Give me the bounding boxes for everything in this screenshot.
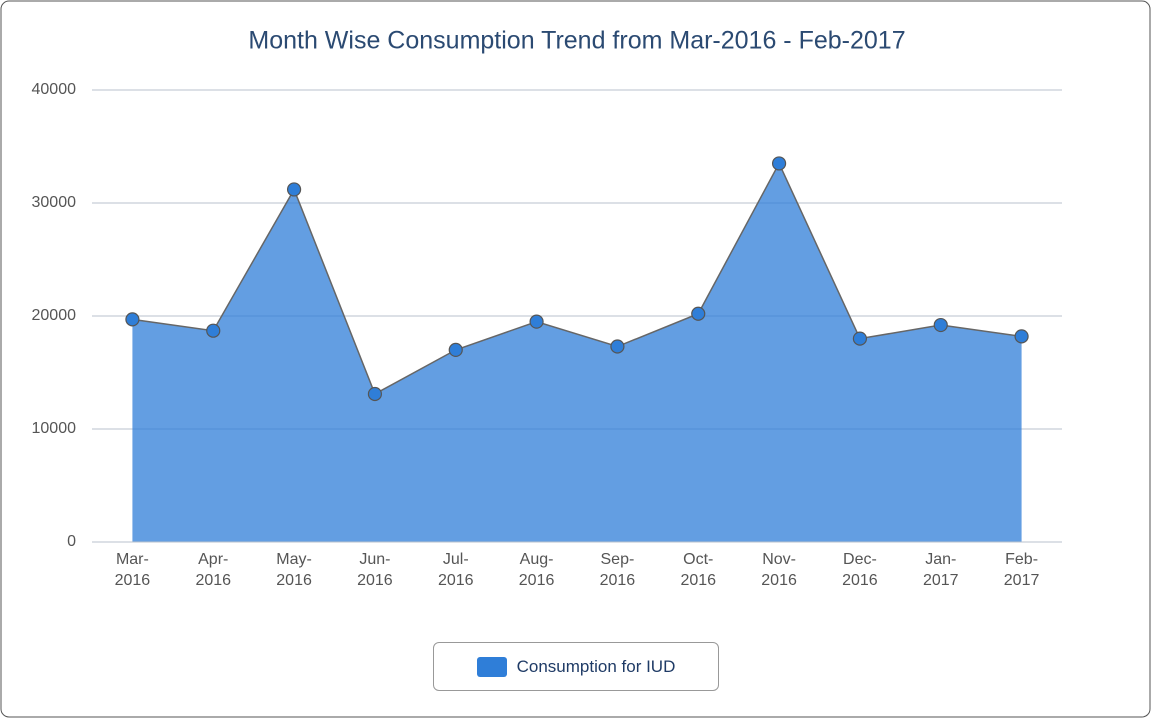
chart-title: Month Wise Consumption Trend from Mar-20… (248, 27, 905, 55)
x-tick-label: Feb-2017 (1003, 551, 1040, 589)
legend-label: Consumption for IUD (516, 656, 676, 676)
x-tick-label: Dec-2016 (842, 551, 878, 589)
y-tick-label: 20000 (32, 307, 77, 324)
y-tick-label: 0 (67, 533, 76, 550)
x-tick-label: Sep-2016 (599, 551, 636, 589)
line (132, 161, 1022, 396)
point (206, 323, 221, 338)
point (448, 342, 463, 357)
x-tick-label: May-2016 (276, 551, 312, 589)
point (125, 312, 140, 327)
point (286, 182, 302, 197)
point (1014, 329, 1029, 344)
point (691, 306, 706, 321)
x-tick-label: Jun-2016 (357, 551, 393, 589)
x-tick-label: Jan-2017 (922, 551, 959, 589)
x-tick-label: Jul-2016 (437, 551, 474, 589)
x-tick-label: Nov-2016 (761, 551, 797, 589)
point (852, 331, 868, 346)
legend: Consumption for IUD (433, 642, 719, 691)
point (529, 314, 544, 329)
area (132, 163, 1022, 542)
y-tick-label: 40000 (32, 81, 77, 98)
legend-swatch (476, 656, 507, 677)
point (367, 386, 383, 402)
x-tick-label: Aug-2016 (518, 551, 555, 589)
x-tick-label: Mar-2016 (114, 551, 151, 589)
point (771, 156, 787, 171)
point (933, 317, 948, 333)
x-tick-label: Apr-2016 (195, 551, 232, 589)
y-tick-label: 30000 (32, 194, 77, 211)
y-tick-label: 10000 (32, 420, 77, 437)
point (610, 339, 625, 354)
x-tick-label: Oct-2016 (680, 551, 717, 589)
